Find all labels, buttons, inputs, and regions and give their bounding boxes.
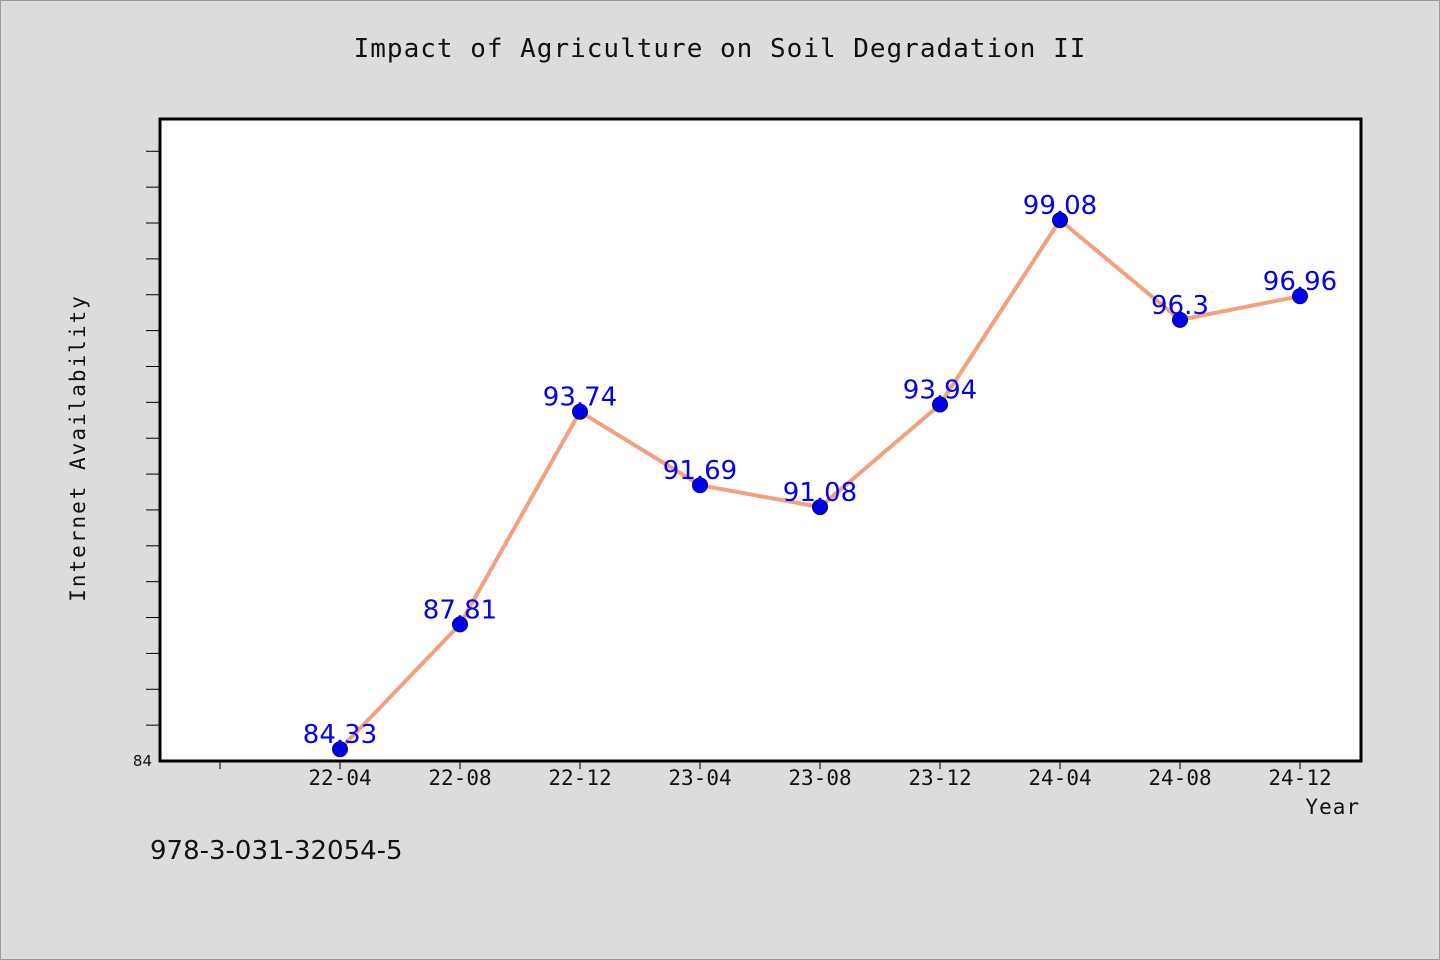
data-point — [1052, 212, 1068, 229]
x-tick-label: 24-12 — [1268, 766, 1331, 790]
data-labels-layer: 84.33 87.81 93.74 91.69 91.08 93.94 99.08 96.3 9… — [303, 191, 1337, 750]
data-point — [932, 396, 948, 413]
y-tick-label: 84 — [133, 752, 152, 770]
footnote-isbn: 978-3-031-32054-5 — [150, 836, 403, 866]
x-tick-label: 24-04 — [1028, 766, 1091, 790]
x-tick-label: 23-08 — [788, 766, 851, 790]
data-point — [1172, 311, 1188, 328]
x-tick-label: 22-12 — [548, 766, 611, 790]
x-tick-label: 22-04 — [308, 766, 371, 790]
x-axis-label: Year — [1305, 795, 1360, 819]
data-point — [572, 403, 588, 420]
data-point — [812, 499, 828, 516]
data-label: 91.69 — [663, 456, 737, 486]
data-label: 93.94 — [903, 375, 977, 405]
axis-ticks: 84 22-04 22-08 22-12 23-04 23-08 23-12 24-04 24-… — [133, 150, 1332, 790]
chart-title: Impact of Agriculture on Soil Degradatio… — [353, 34, 1087, 64]
data-point — [332, 741, 348, 758]
x-tick-label: 23-12 — [908, 766, 971, 790]
x-tick-label: 24-08 — [1148, 766, 1211, 790]
x-tick-label: 22-08 — [428, 766, 491, 790]
data-point — [1292, 288, 1308, 305]
plot-area — [158, 117, 1363, 763]
data-point — [452, 616, 468, 633]
data-label: 93.74 — [543, 383, 617, 413]
data-label: 99.08 — [1023, 191, 1097, 221]
data-label: 91.08 — [783, 478, 857, 508]
data-label: 96.3 — [1151, 291, 1209, 321]
data-label: 84.33 — [303, 720, 377, 750]
data-label: 96.96 — [1263, 267, 1337, 297]
data-label: 87.81 — [423, 595, 497, 625]
data-point — [692, 477, 708, 494]
x-tick-label: 23-04 — [668, 766, 731, 790]
data-points-layer — [332, 212, 1308, 758]
